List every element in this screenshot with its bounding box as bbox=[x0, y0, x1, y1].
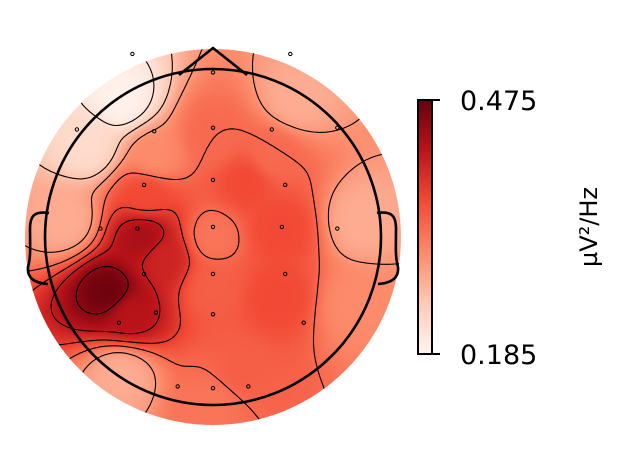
head-outline bbox=[26, 46, 400, 407]
sensor-marker bbox=[141, 271, 147, 277]
colorbar-tick-label: 0.185 bbox=[460, 340, 537, 371]
sensor-marker bbox=[210, 386, 216, 391]
contour-line bbox=[50, 219, 165, 335]
sensor-marker bbox=[135, 226, 140, 231]
nose-outline bbox=[178, 46, 248, 77]
sensor-marker bbox=[269, 127, 274, 132]
colorbar-tick-label: 0.475 bbox=[460, 86, 537, 117]
contour-line bbox=[25, 206, 191, 347]
sensor-marker bbox=[175, 384, 180, 389]
sensor-marker bbox=[153, 310, 159, 315]
sensor-marker bbox=[210, 224, 216, 230]
sensor-markers bbox=[74, 51, 340, 391]
sensor-marker bbox=[210, 312, 216, 317]
sensor-marker bbox=[301, 320, 306, 325]
sensor-marker bbox=[283, 271, 288, 277]
sensor-marker bbox=[335, 226, 340, 231]
topomap bbox=[25, 49, 401, 425]
sensor-marker bbox=[210, 70, 216, 75]
left-ear-outline bbox=[26, 211, 50, 286]
sensor-marker bbox=[210, 177, 216, 183]
colorbar-unit-label: µV²/Hz bbox=[575, 187, 603, 267]
sensor-marker bbox=[288, 51, 293, 57]
sensor-marker bbox=[210, 271, 216, 277]
head-circle bbox=[43, 67, 383, 407]
power-heatmap bbox=[25, 49, 401, 425]
sensor-marker bbox=[74, 127, 80, 132]
right-ear-outline bbox=[376, 211, 400, 286]
sensor-marker bbox=[141, 182, 147, 188]
sensor-marker bbox=[98, 226, 103, 231]
sensor-marker bbox=[210, 125, 216, 131]
colorbar: 0.475 0.185 µV²/Hz bbox=[417, 86, 603, 371]
contour-line bbox=[75, 265, 129, 315]
colorbar-ticks: 0.475 0.185 bbox=[432, 86, 537, 371]
sensor-marker bbox=[130, 51, 135, 57]
sensor-marker bbox=[116, 320, 122, 325]
sensor-marker bbox=[283, 182, 288, 188]
sensor-marker bbox=[152, 129, 157, 134]
sensor-marker bbox=[279, 224, 285, 230]
sensor-marker bbox=[335, 125, 340, 131]
sensor-marker bbox=[246, 384, 251, 389]
colorbar-gradient bbox=[417, 99, 433, 355]
